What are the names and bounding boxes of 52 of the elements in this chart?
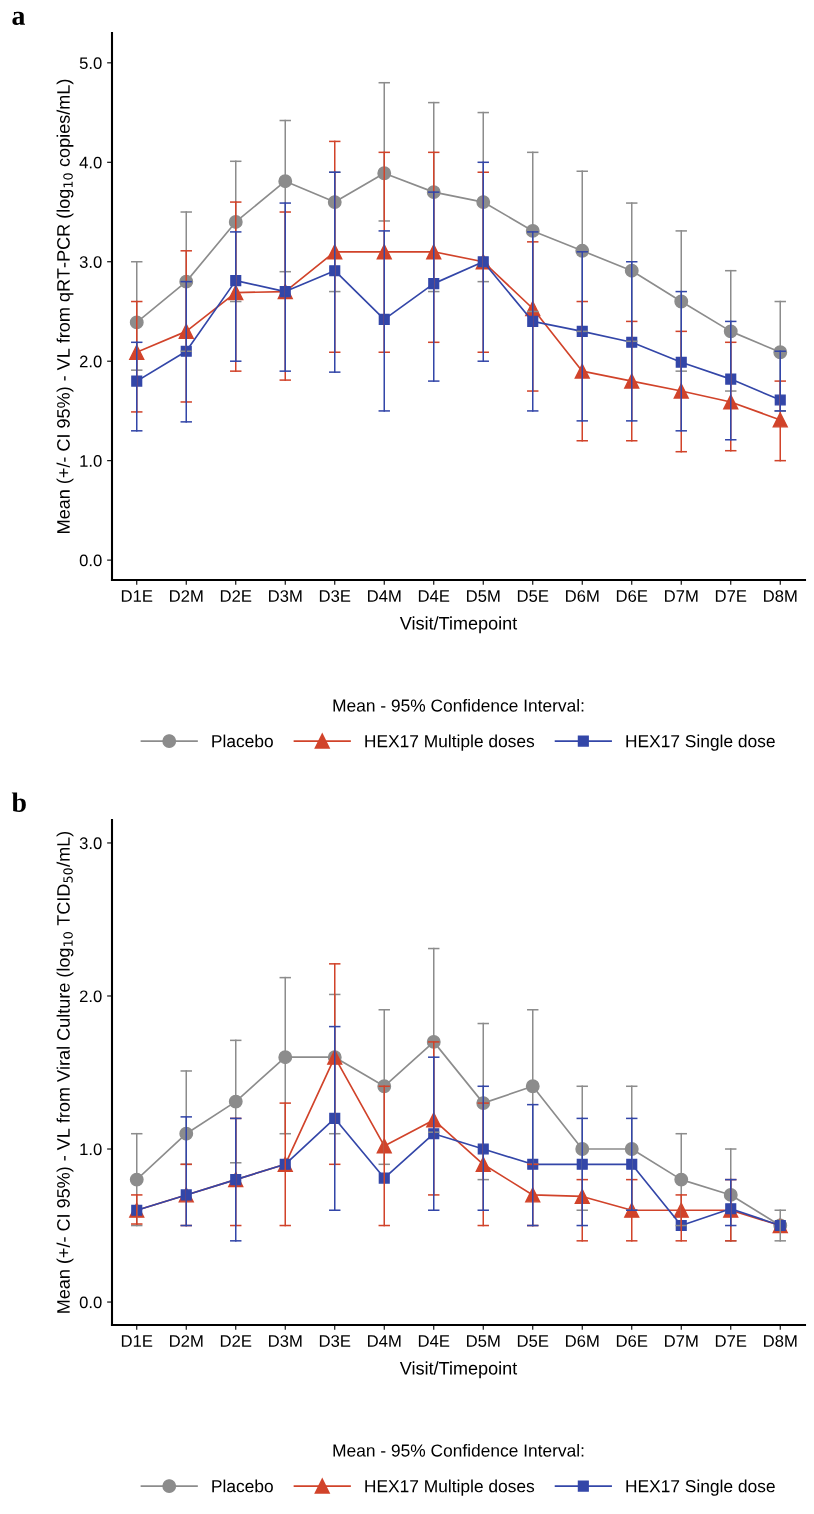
y-tick-label: 3.0: [79, 256, 102, 268]
legend-label: Placebo: [212, 1479, 273, 1493]
x-tick-label: D5M: [467, 1335, 500, 1347]
y-axis-title: Mean (+/- CI 95%) - VL from qRT-PCR (log$_{10}$ copies/mL): [56, 79, 74, 533]
x-tick-label: D5E: [517, 590, 549, 602]
y-tick-label: 0.0: [79, 554, 102, 567]
legend-title: Mean - 95% Confidence Interval:: [333, 698, 584, 712]
x-axis-title: Visit/Timepoint: [399, 1361, 518, 1379]
legend-label: HEX17 Multiple doses: [365, 1479, 535, 1496]
x-tick-label: D3E: [319, 590, 351, 602]
x-tick-label: D4M: [368, 590, 401, 602]
x-tick-label: D4E: [418, 590, 450, 602]
y-tick-label: 5.0: [79, 57, 102, 70]
x-tick-label: D2M: [170, 590, 203, 602]
x-tick-label: D5E: [517, 1335, 549, 1347]
y-tick-label: 2.0: [79, 990, 102, 1003]
y-tick-label: 0.0: [79, 1296, 102, 1309]
chart-title: b: [11, 792, 26, 812]
x-tick-label: D4E: [418, 1335, 450, 1347]
y-tick-label: 3.0: [79, 837, 102, 850]
y-tick-label: 1.0: [80, 1143, 102, 1156]
x-tick-label: D5M: [467, 590, 500, 602]
x-tick-label: D3M: [269, 590, 302, 602]
legend-label: HEX17 Single dose: [626, 734, 775, 751]
x-tick-label: D6E: [616, 590, 648, 602]
legend-label: Placebo: [212, 734, 273, 748]
x-axis-title: Visit/Timepoint: [399, 616, 518, 634]
legend-title: Mean - 95% Confidence Interval:: [333, 1443, 584, 1457]
x-tick-label: D7E: [715, 1335, 747, 1347]
chart-title: a: [12, 11, 25, 25]
x-tick-label: D4M: [368, 1335, 401, 1347]
x-tick-label: D2M: [170, 1335, 203, 1347]
y-tick-label: 4.0: [79, 156, 102, 169]
x-tick-label: D6M: [566, 590, 599, 602]
x-tick-label: D3M: [269, 1335, 302, 1347]
x-tick-label: D8M: [764, 590, 797, 602]
x-tick-label: D2E: [220, 590, 252, 602]
y-axis-title: Mean (+/- CI 95%) - VL from Viral Culture (log$_{10}$ TCID$_{50}$/mL): [56, 831, 74, 1313]
x-tick-label: D3E: [319, 1335, 351, 1347]
x-tick-label: D7M: [665, 590, 698, 602]
x-tick-label: D6E: [616, 1335, 648, 1347]
x-tick-label: D1E: [121, 590, 153, 602]
y-tick-label: 1.0: [80, 455, 102, 467]
x-tick-label: D1E: [121, 1335, 153, 1347]
legend-label: HEX17 Multiple doses: [365, 734, 535, 751]
x-tick-label: D7M: [665, 1335, 698, 1347]
legend-label: HEX17 Single dose: [626, 1479, 775, 1496]
x-tick-label: D6M: [566, 1335, 599, 1347]
x-tick-label: D8M: [764, 1335, 797, 1347]
y-tick-label: 2.0: [79, 355, 102, 368]
x-tick-label: D7E: [715, 590, 747, 602]
x-tick-label: D2E: [220, 1335, 252, 1347]
